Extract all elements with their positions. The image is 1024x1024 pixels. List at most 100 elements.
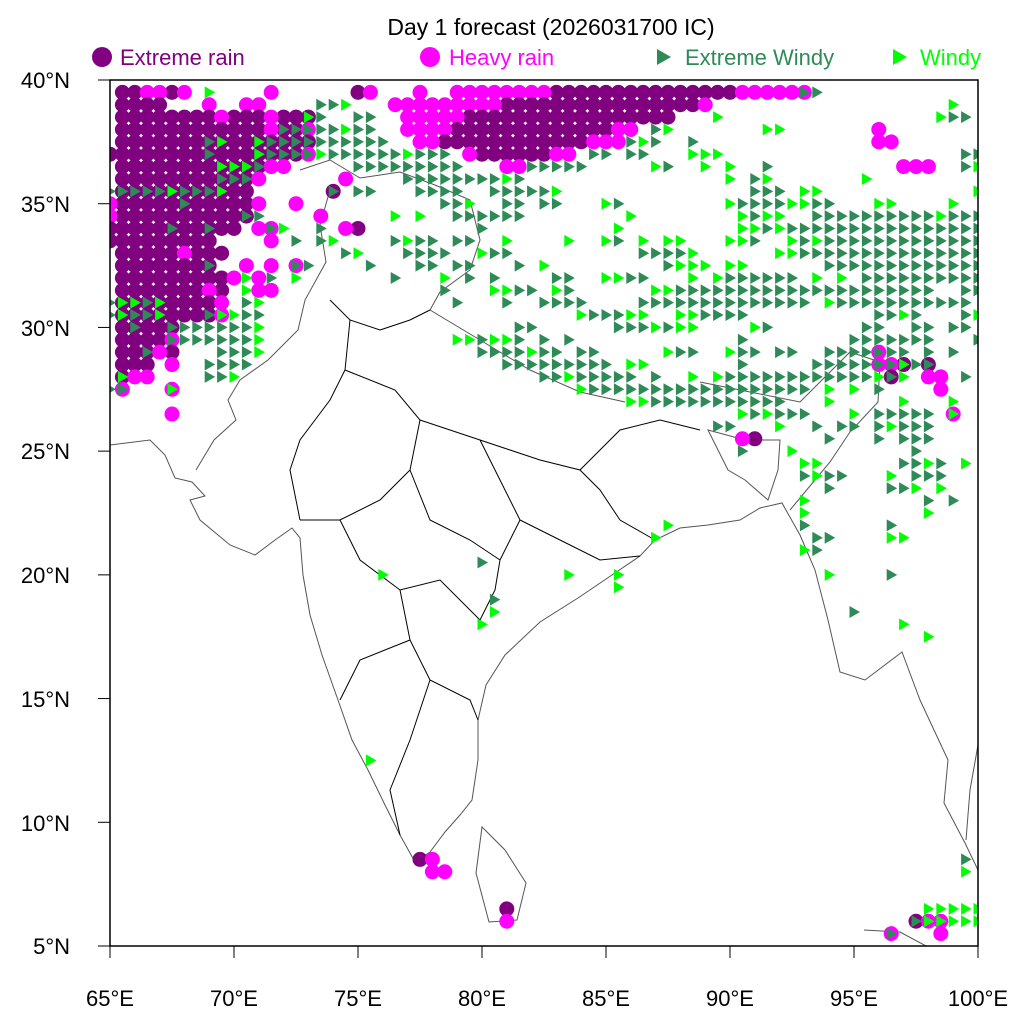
windy-marker	[626, 395, 637, 408]
extreme-windy-marker	[799, 296, 811, 309]
extreme-windy-marker	[341, 135, 352, 148]
windy-marker	[502, 172, 513, 185]
extreme-windy-marker	[613, 321, 625, 334]
extreme-rain-marker	[114, 270, 130, 286]
extreme-rain-marker	[697, 84, 713, 100]
extreme-rain-marker	[201, 208, 217, 224]
extreme-windy-marker	[477, 556, 488, 569]
extreme-windy-marker	[787, 383, 798, 396]
windy-marker	[787, 445, 798, 458]
extreme-windy-marker	[775, 383, 786, 396]
extreme-windy-marker	[452, 197, 464, 210]
heavy-rain-marker	[437, 97, 453, 113]
extreme-windy-marker	[923, 346, 935, 359]
extreme-windy-marker	[899, 259, 910, 272]
y-tick-label: 30°N	[21, 316, 70, 341]
extreme-windy-marker	[564, 284, 575, 297]
extreme-windy-marker	[415, 160, 426, 173]
windy-marker	[229, 370, 240, 383]
extreme-rain-marker	[548, 134, 564, 150]
extreme-windy-marker	[973, 333, 978, 346]
extreme-rain-marker	[536, 97, 552, 113]
extreme-windy-marker	[911, 309, 922, 322]
extreme-windy-marker	[824, 432, 836, 445]
extreme-windy-marker	[824, 197, 836, 210]
extreme-windy-marker	[725, 309, 736, 322]
extreme-rain-marker	[110, 146, 118, 162]
extreme-windy-marker	[713, 383, 724, 396]
extreme-windy-marker	[861, 346, 873, 359]
windy-marker	[824, 296, 836, 309]
heavy-rain-marker	[548, 146, 564, 162]
extreme-windy-marker	[266, 135, 278, 148]
heavy-rain-marker	[251, 270, 267, 286]
extreme-windy-marker	[527, 160, 538, 173]
extreme-windy-marker	[551, 197, 563, 210]
windy-marker	[217, 160, 228, 173]
extreme-rain-marker	[226, 220, 242, 236]
extreme-windy-marker	[725, 284, 736, 297]
extreme-windy-marker	[502, 210, 513, 223]
windy-marker	[713, 370, 724, 383]
windy-marker	[874, 370, 885, 383]
windy-marker	[241, 284, 253, 297]
windy-marker	[936, 482, 947, 495]
extreme-windy-marker	[303, 259, 315, 272]
x-tick-label: 95°E	[830, 986, 878, 1011]
extreme-windy-marker	[973, 222, 978, 235]
extreme-windy-marker	[886, 370, 898, 383]
extreme-windy-marker	[489, 271, 501, 284]
extreme-windy-marker	[874, 271, 885, 284]
extreme-rain-marker	[176, 282, 192, 298]
extreme-windy-marker	[316, 222, 327, 235]
extreme-windy-marker	[886, 222, 898, 235]
heavy-rain-marker	[251, 282, 267, 298]
extreme-windy-marker	[923, 494, 935, 507]
tick-marks	[98, 79, 979, 958]
legend-extreme-windy: Extreme Windy	[685, 45, 834, 70]
extreme-windy-marker	[911, 321, 922, 334]
extreme-rain-marker	[164, 245, 180, 261]
extreme-windy-marker	[167, 321, 178, 334]
extreme-windy-marker	[390, 271, 402, 284]
extreme-windy-marker	[167, 333, 178, 346]
sri-lanka-coast	[475, 825, 527, 923]
windy-marker	[638, 395, 650, 408]
heavy-rain-marker	[499, 913, 515, 929]
extreme-windy-marker	[874, 408, 885, 421]
extreme-windy-marker	[142, 185, 154, 198]
extreme-rain-marker	[164, 208, 180, 224]
extreme-windy-marker	[700, 383, 712, 396]
heavy-rain-marker	[251, 196, 267, 212]
windy-marker	[688, 370, 699, 383]
extreme-rain-marker	[127, 245, 143, 261]
extreme-rain-marker	[524, 146, 540, 162]
windy-marker	[837, 271, 848, 284]
extreme-windy-marker	[824, 469, 836, 482]
extreme-windy-marker	[837, 370, 848, 383]
windy-marker	[799, 494, 811, 507]
heavy-rain-marker	[920, 159, 936, 175]
y-tick-label: 15°N	[21, 687, 70, 712]
extreme-windy-marker	[775, 408, 786, 421]
windy-marker	[675, 309, 687, 322]
heavy-rain-marker	[251, 220, 267, 236]
extreme-windy-marker	[254, 210, 265, 223]
extreme-windy-marker	[762, 222, 774, 235]
windy-marker	[465, 333, 476, 346]
extreme-windy-marker	[911, 408, 922, 421]
extreme-windy-marker	[477, 210, 488, 223]
extreme-windy-marker	[824, 370, 836, 383]
extreme-windy-marker	[911, 222, 922, 235]
extreme-windy-marker	[948, 346, 960, 359]
extreme-rain-marker	[573, 109, 589, 125]
extreme-rain-marker	[176, 134, 192, 150]
extreme-rain-marker	[536, 146, 552, 162]
extreme-windy-marker	[737, 395, 749, 408]
windy-marker	[365, 754, 377, 767]
x-tick-label: 80°E	[458, 986, 506, 1011]
extreme-windy-marker	[204, 185, 216, 198]
extreme-windy-marker	[861, 247, 873, 260]
extreme-windy-marker	[613, 234, 625, 247]
x-tick-label: 65°E	[86, 986, 134, 1011]
